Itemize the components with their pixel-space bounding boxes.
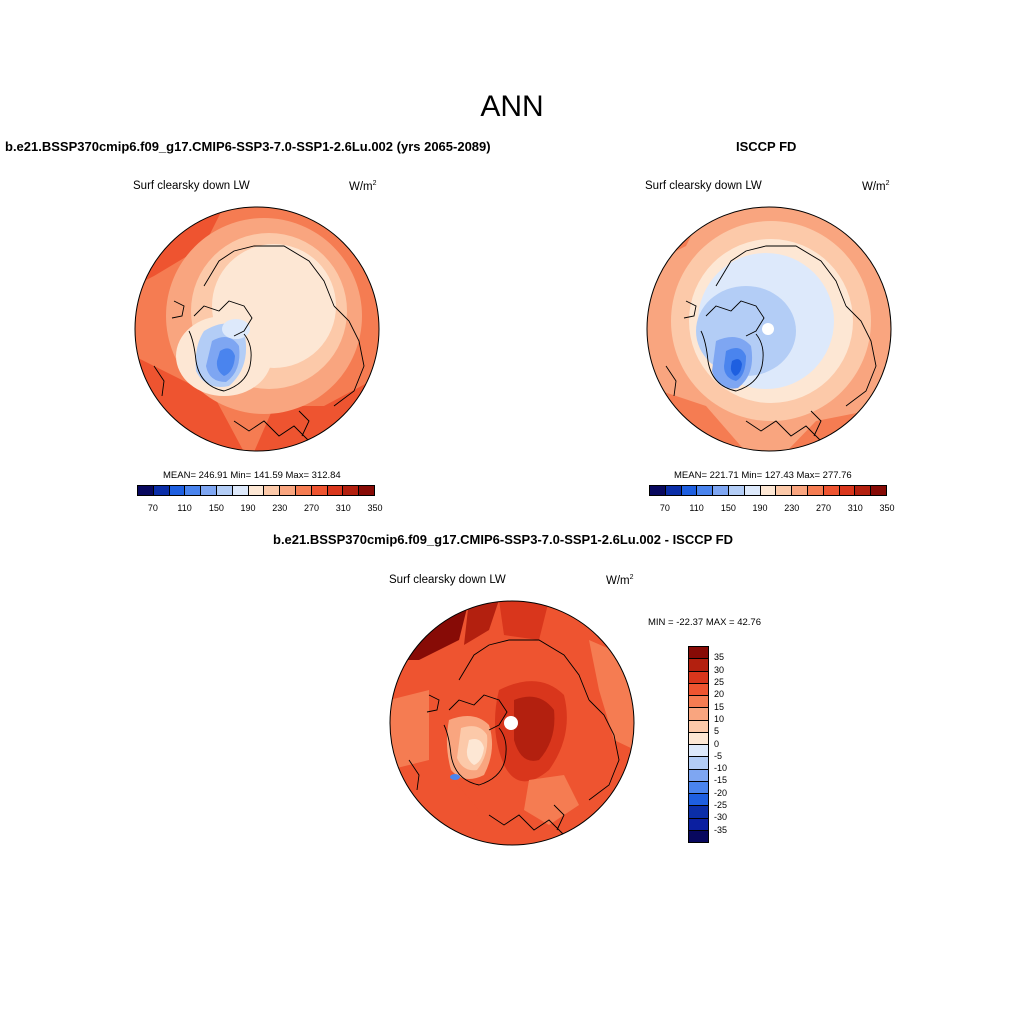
- colorbar-swatch: [689, 757, 708, 770]
- diff-colorbar-tick-label: -25: [714, 800, 728, 811]
- colorbar-swatch: [295, 486, 312, 495]
- obs-colorbar-tick-label: 70: [659, 503, 670, 513]
- model-stats: MEAN= 246.91 Min= 141.59 Max= 312.84: [163, 470, 341, 481]
- colorbar-swatch: [216, 486, 233, 495]
- model-colorbar-tick-label: 230: [272, 503, 288, 513]
- model-colorbar-tick-label: 270: [304, 503, 320, 513]
- colorbar-swatch: [343, 486, 360, 495]
- colorbar-swatch: [689, 745, 708, 758]
- colorbar-swatch: [823, 486, 840, 495]
- colorbar-swatch: [744, 486, 761, 495]
- diff-colorbar-tick-label: 25: [714, 676, 725, 687]
- colorbar-swatch: [689, 696, 708, 709]
- diff-colorbar-tick-label: 0: [714, 738, 720, 749]
- diff-panel-title: b.e21.BSSP370cmip6.f09_g17.CMIP6-SSP3-7.…: [273, 532, 734, 547]
- diff-polar-map: [389, 600, 635, 846]
- colorbar-swatch: [792, 486, 808, 495]
- colorbar-swatch: [681, 486, 698, 495]
- obs-polar-map: [646, 206, 892, 452]
- diff-colorbar-tick-label: -30: [714, 812, 728, 823]
- obs-colorbar-tick-label: 270: [816, 503, 832, 513]
- model-colorbar-tick-label: 70: [147, 503, 158, 513]
- obs-colorbar-tick-label: 310: [847, 503, 863, 513]
- colorbar-swatch: [697, 486, 714, 495]
- colorbar-swatch: [201, 486, 217, 495]
- diff-variable-label: Surf clearsky down LW: [389, 574, 506, 586]
- obs-colorbar: [649, 485, 887, 496]
- colorbar-swatch: [665, 486, 682, 495]
- colorbar-swatch: [689, 806, 708, 819]
- colorbar-swatch: [327, 486, 344, 495]
- diff-units: W/m2: [606, 574, 634, 587]
- obs-colorbar-tick-label: 150: [720, 503, 736, 513]
- model-colorbar-ticks: 70 110 150 190 230 270 310 350: [137, 503, 383, 515]
- model-polar-map: [134, 206, 380, 452]
- diff-colorbar: [688, 646, 709, 843]
- diff-colorbar-ticks: 35 30 25 20 15 10 5 0 -5 -10 -15 -20 -25 -30 -35: [714, 646, 754, 843]
- colorbar-swatch: [264, 486, 281, 495]
- colorbar-swatch: [689, 830, 708, 842]
- diff-colorbar-tick-label: 5: [714, 726, 720, 737]
- obs-stats: MEAN= 221.71 Min= 127.43 Max= 277.76: [674, 470, 852, 481]
- obs-panel-title: ISCCP FD: [736, 139, 797, 154]
- colorbar-swatch: [776, 486, 793, 495]
- obs-colorbar-tick-label: 190: [752, 503, 768, 513]
- colorbar-swatch: [689, 781, 708, 794]
- diff-colorbar-tick-label: 30: [714, 664, 725, 675]
- obs-colorbar-tick-label: 350: [879, 503, 895, 513]
- colorbar-swatch: [689, 647, 708, 660]
- colorbar-swatch: [689, 818, 708, 831]
- colorbar-swatch: [169, 486, 186, 495]
- colorbar-swatch: [280, 486, 296, 495]
- diff-stats: MIN = -22.37 MAX = 42.76: [648, 617, 762, 628]
- diff-colorbar-tick-label: -5: [714, 750, 723, 761]
- diff-colorbar-tick-label: -10: [714, 763, 728, 774]
- obs-colorbar-ticks: 70 110 150 190 230 270 310 350: [649, 503, 895, 515]
- colorbar-swatch: [153, 486, 170, 495]
- colorbar-swatch: [311, 486, 328, 495]
- colorbar-swatch: [807, 486, 824, 495]
- diff-colorbar-tick-label: 35: [714, 652, 725, 663]
- colorbar-swatch: [689, 708, 708, 721]
- obs-colorbar-tick-label: 230: [784, 503, 800, 513]
- colorbar-swatch: [760, 486, 777, 495]
- colorbar-swatch: [839, 486, 856, 495]
- colorbar-swatch: [138, 486, 154, 495]
- colorbar-swatch: [650, 486, 666, 495]
- model-panel-title: b.e21.BSSP370cmip6.f09_g17.CMIP6-SSP3-7.…: [5, 139, 491, 154]
- diff-colorbar-tick-label: -20: [714, 787, 728, 798]
- colorbar-swatch: [248, 486, 265, 495]
- diff-colorbar-tick-label: 10: [714, 713, 725, 724]
- diff-colorbar-tick-label: -35: [714, 824, 728, 835]
- model-colorbar-tick-label: 350: [367, 503, 383, 513]
- colorbar-swatch: [689, 769, 708, 782]
- colorbar-swatch: [689, 659, 708, 672]
- colorbar-swatch: [871, 486, 886, 495]
- model-variable-label: Surf clearsky down LW: [133, 180, 250, 192]
- obs-variable-label: Surf clearsky down LW: [645, 180, 762, 192]
- colorbar-swatch: [855, 486, 872, 495]
- model-colorbar-tick-label: 150: [208, 503, 224, 513]
- model-colorbar-tick-label: 310: [335, 503, 351, 513]
- diff-colorbar-tick-label: 20: [714, 689, 725, 700]
- obs-colorbar-tick-label: 110: [689, 503, 704, 513]
- colorbar-swatch: [232, 486, 249, 495]
- model-colorbar: [137, 485, 375, 496]
- model-colorbar-tick-label: 190: [240, 503, 256, 513]
- colorbar-swatch: [689, 720, 708, 733]
- colorbar-swatch: [359, 486, 374, 495]
- colorbar-swatch: [689, 683, 708, 696]
- model-colorbar-tick-label: 110: [177, 503, 192, 513]
- colorbar-swatch: [185, 486, 202, 495]
- colorbar-swatch: [713, 486, 729, 495]
- colorbar-swatch: [689, 732, 708, 745]
- model-units: W/m2: [349, 180, 377, 193]
- diff-colorbar-tick-label: -15: [714, 775, 728, 786]
- colorbar-swatch: [689, 794, 708, 807]
- diff-colorbar-tick-label: 15: [714, 701, 725, 712]
- obs-units: W/m2: [862, 180, 890, 193]
- season-title: ANN: [480, 90, 544, 123]
- colorbar-swatch: [689, 671, 708, 684]
- colorbar-swatch: [728, 486, 745, 495]
